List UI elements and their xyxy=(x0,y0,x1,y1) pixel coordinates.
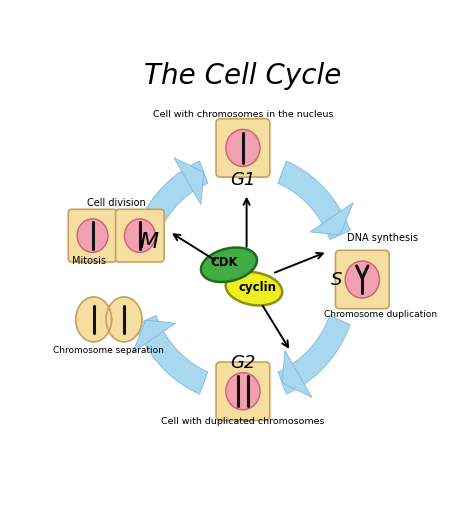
Text: G2: G2 xyxy=(230,354,255,372)
Text: cyclin: cyclin xyxy=(238,281,277,294)
Ellipse shape xyxy=(77,219,108,252)
FancyBboxPatch shape xyxy=(116,209,164,262)
Text: DNA synthesis: DNA synthesis xyxy=(347,233,418,242)
FancyBboxPatch shape xyxy=(216,362,270,421)
Polygon shape xyxy=(136,315,208,394)
Polygon shape xyxy=(106,297,142,342)
Text: Cell with chromosomes in the nucleus: Cell with chromosomes in the nucleus xyxy=(153,110,333,119)
Ellipse shape xyxy=(345,261,379,298)
Text: Chromosome separation: Chromosome separation xyxy=(54,346,164,355)
Polygon shape xyxy=(76,297,111,342)
FancyBboxPatch shape xyxy=(68,209,117,262)
Ellipse shape xyxy=(124,219,155,252)
Polygon shape xyxy=(174,158,204,205)
Text: G1: G1 xyxy=(230,171,255,189)
Polygon shape xyxy=(136,161,208,239)
Text: CDK: CDK xyxy=(211,256,238,269)
FancyBboxPatch shape xyxy=(336,250,389,309)
Text: S: S xyxy=(331,270,342,289)
Polygon shape xyxy=(310,203,353,235)
Ellipse shape xyxy=(226,372,260,410)
Ellipse shape xyxy=(201,248,257,282)
Polygon shape xyxy=(278,161,350,239)
Ellipse shape xyxy=(226,272,282,306)
Text: Cell with duplicated chromosomes: Cell with duplicated chromosomes xyxy=(161,416,325,426)
Text: M: M xyxy=(140,232,159,252)
Polygon shape xyxy=(282,351,312,397)
Polygon shape xyxy=(133,320,176,352)
Ellipse shape xyxy=(226,130,260,166)
FancyBboxPatch shape xyxy=(216,119,270,177)
Text: Cell division: Cell division xyxy=(87,197,146,208)
Polygon shape xyxy=(278,315,350,394)
Text: Chromosome duplication: Chromosome duplication xyxy=(324,310,437,319)
Text: The Cell Cycle: The Cell Cycle xyxy=(144,62,342,90)
Text: Mitosis: Mitosis xyxy=(72,256,106,266)
